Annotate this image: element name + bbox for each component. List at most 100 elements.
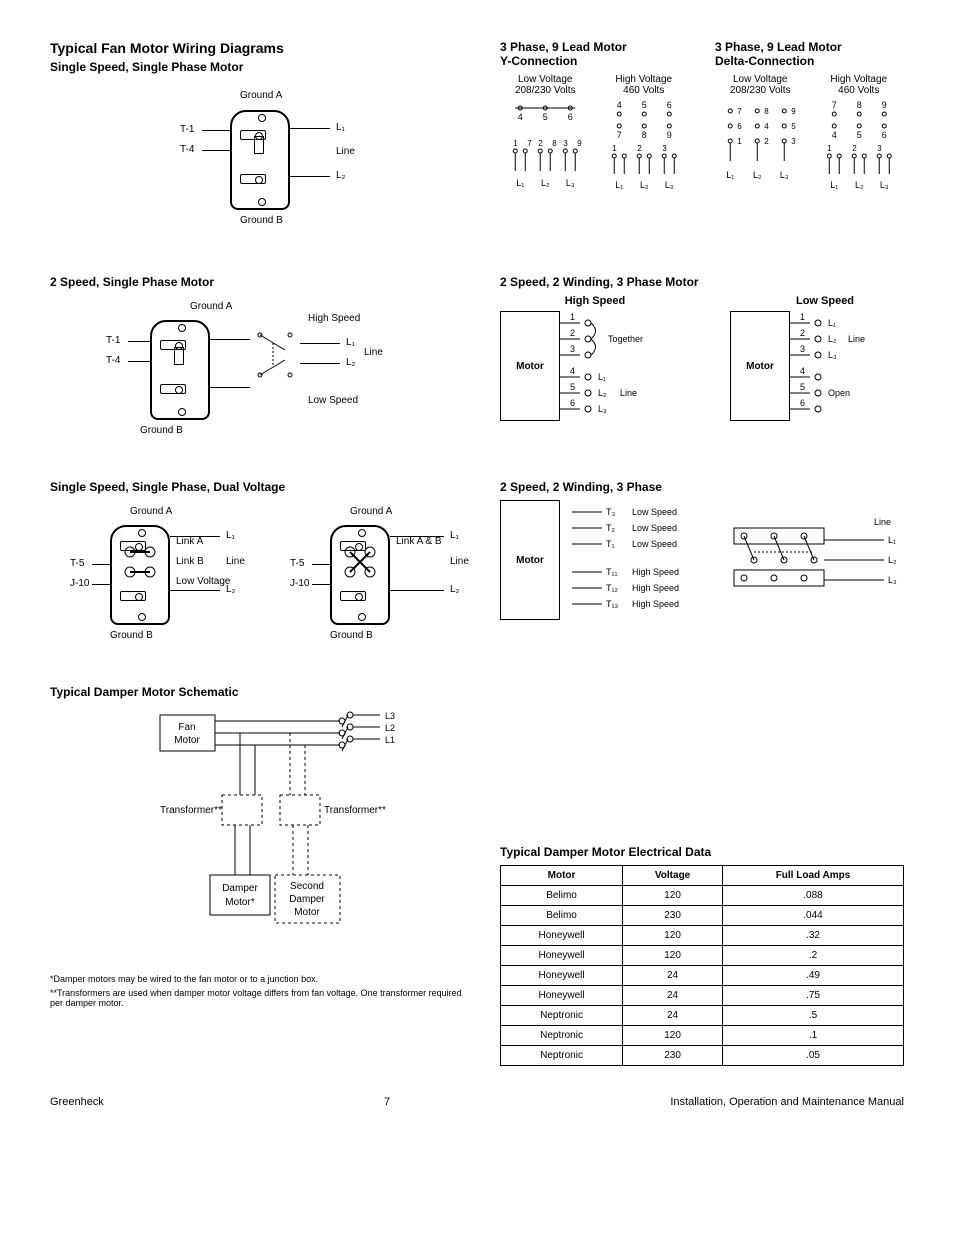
damper-table: MotorVoltageFull Load Amps Belimo120.088… [500, 865, 904, 1066]
svg-text:2: 2 [800, 328, 805, 338]
lbl-line-3b: Line [450, 556, 469, 567]
diagram-single-phase: Ground A Ground B T-1 T-4 L₁ Line L₂ [50, 80, 470, 250]
lbl-l1-3a: L₁ [226, 530, 235, 541]
svg-text:2: 2 [764, 137, 769, 146]
svg-text:High Speed: High Speed [632, 583, 679, 593]
lbl-linkb: Link B [176, 556, 204, 567]
svg-text:5: 5 [641, 100, 646, 110]
lbl-t1: T-1 [180, 124, 194, 135]
lbl-low-voltage-y: Low Voltage208/230 Volts [500, 74, 591, 96]
svg-text:Low Speed: Low Speed [632, 507, 677, 517]
lbl-gb-3b: Ground B [330, 630, 373, 641]
svg-text:Open: Open [828, 388, 850, 398]
svg-text:L₁: L₁ [830, 180, 838, 190]
svg-text:8: 8 [641, 130, 646, 140]
table-row: Honeywell120.2 [501, 946, 904, 966]
svg-text:8: 8 [856, 100, 861, 110]
svg-text:4: 4 [764, 122, 769, 131]
svg-text:L₃: L₃ [566, 178, 575, 188]
svg-text:T₁₃: T₁₃ [606, 599, 619, 609]
svg-text:4: 4 [570, 366, 575, 376]
svg-text:T₂: T₂ [606, 523, 615, 533]
switch-icon [250, 325, 300, 385]
svg-text:3: 3 [791, 137, 796, 146]
svg-text:L₃: L₃ [888, 575, 897, 585]
leads-high: 123 456 Together L₁ L₂Line L₃ [560, 311, 690, 421]
lbl-l2: L₂ [336, 170, 345, 181]
svg-text:L₁: L₁ [726, 170, 734, 180]
footnote-damper: *Damper motors may be wired to the fan m… [50, 974, 470, 984]
svg-text:8: 8 [764, 107, 769, 116]
table-row: Neptronic120.1 [501, 1026, 904, 1046]
svg-text:L₁: L₁ [615, 180, 623, 190]
svg-text:6: 6 [800, 398, 805, 408]
heading-2speed-single: 2 Speed, Single Phase Motor [50, 275, 470, 289]
lbl-l2-3a: L₂ [226, 584, 235, 595]
svg-text:6: 6 [666, 100, 671, 110]
svg-text:2: 2 [538, 139, 543, 148]
heading-damper-block: Typical Damper Motor Schematic [50, 685, 470, 699]
svg-text:L₁: L₁ [516, 178, 524, 188]
svg-text:5: 5 [543, 112, 548, 122]
lbl-line-3a: Line [226, 556, 245, 567]
footnote-transformer: **Transformers are used when damper moto… [50, 988, 470, 1008]
svg-text:L₂: L₂ [598, 388, 607, 398]
svg-text:T₁: T₁ [606, 539, 615, 549]
table-header: Motor [501, 866, 623, 886]
lbl-high-speed-box: High Speed [500, 295, 690, 307]
svg-text:L₃: L₃ [664, 180, 673, 190]
svg-text:6: 6 [570, 398, 575, 408]
svg-text:L₃: L₃ [879, 180, 888, 190]
diagram-dual-voltage: Ground A Ground B T-5 J-10 Link A Link B… [50, 500, 470, 660]
diagram-2speed-single: Ground A Ground B T-1 T-4 High Speed [50, 295, 470, 455]
lbl-lowvolt: Low Voltage [176, 576, 231, 587]
svg-text:9: 9 [881, 100, 886, 110]
lbl-j10-b: J-10 [290, 578, 309, 589]
table-row: Belimo230.044 [501, 906, 904, 926]
leads-low: 123 456 L₁ L₂Line L₃ Open [790, 311, 920, 421]
svg-text:1: 1 [827, 144, 832, 153]
diagram-y-low: 4 5 6 17 28 [500, 96, 591, 206]
svg-text:5: 5 [800, 382, 805, 392]
table-header: Full Load Amps [723, 866, 904, 886]
lbl-t4-2: T-4 [106, 355, 120, 366]
svg-text:L2: L2 [385, 723, 395, 733]
svg-text:3: 3 [563, 139, 568, 148]
svg-text:Line: Line [620, 388, 637, 398]
table-row: Neptronic230.05 [501, 1046, 904, 1066]
svg-text:1: 1 [737, 137, 742, 146]
svg-text:7: 7 [616, 130, 621, 140]
footer-doc: Installation, Operation and Maintenance … [670, 1096, 904, 1108]
lbl-ground-a-2: Ground A [190, 301, 232, 312]
lbl-t1-2: T-1 [106, 335, 120, 346]
diagram-d-low: 761 842 953 L₁ L₂ L₃ [715, 96, 806, 206]
svg-text:3: 3 [877, 144, 882, 153]
svg-text:Second: Second [290, 881, 324, 892]
table-row: Honeywell24.75 [501, 986, 904, 1006]
footer-page: 7 [384, 1096, 390, 1108]
heading-2speed-1wind: 2 Speed, 2 Winding, 3 Phase Motor [500, 275, 920, 289]
svg-text:L₃: L₃ [828, 350, 837, 360]
table-row: Honeywell120.32 [501, 926, 904, 946]
svg-text:3: 3 [662, 144, 667, 153]
footer-brand: Greenheck [50, 1096, 104, 1108]
svg-text:L₂: L₂ [640, 180, 649, 190]
svg-text:L₃: L₃ [598, 404, 607, 414]
table-row: Honeywell24.49 [501, 966, 904, 986]
svg-text:8: 8 [552, 139, 557, 148]
svg-text:Transformer**: Transformer** [324, 805, 386, 816]
svg-text:7: 7 [737, 107, 742, 116]
svg-text:High Speed: High Speed [632, 599, 679, 609]
svg-text:Motor: Motor [174, 735, 200, 746]
table-row: Belimo120.088 [501, 886, 904, 906]
svg-text:High Speed: High Speed [632, 567, 679, 577]
svg-text:Motor*: Motor* [225, 897, 255, 908]
diagram-y-high: 4 5 6 7 8 9 [599, 96, 690, 206]
lbl-l1-2: L₁ [346, 337, 355, 348]
svg-text:Low Speed: Low Speed [632, 539, 677, 549]
svg-text:L₁: L₁ [888, 535, 896, 545]
lbl-ga-3a: Ground A [130, 506, 172, 517]
svg-text:7: 7 [831, 100, 836, 110]
lbl-t5-a: T-5 [70, 558, 84, 569]
svg-text:9: 9 [666, 130, 671, 140]
